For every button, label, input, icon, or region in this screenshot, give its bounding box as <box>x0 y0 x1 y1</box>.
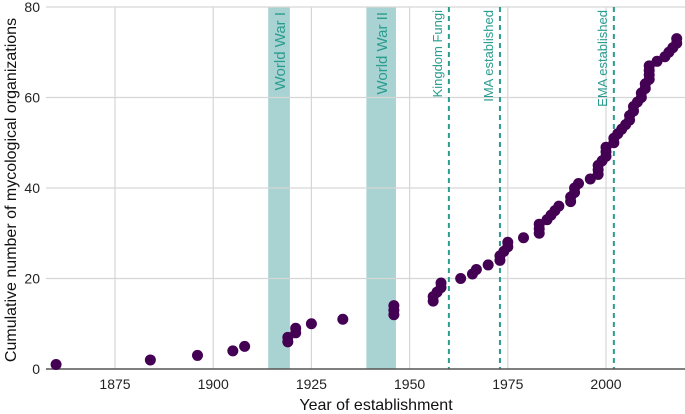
y-tick-label: 40 <box>24 180 40 196</box>
y-tick-label: 0 <box>32 361 40 377</box>
war-band-label: World War I <box>272 12 289 90</box>
data-points <box>50 33 683 370</box>
annotation-vline-label: Kingdom Fungi <box>430 10 445 98</box>
x-tick-label: 2000 <box>590 376 621 392</box>
data-point <box>337 313 349 325</box>
x-tick-label: 1900 <box>198 376 229 392</box>
y-tick-label: 20 <box>24 271 40 287</box>
annotation-labels: World War I World War II Kingdom Fungi IMA … <box>272 10 610 107</box>
x-tick-label: 1975 <box>492 376 523 392</box>
data-point <box>502 236 514 248</box>
y-axis-title: Cumulative number of mycological organiz… <box>3 18 20 362</box>
data-point <box>388 300 400 312</box>
x-tick-label: 1950 <box>394 376 425 392</box>
data-point <box>191 349 203 361</box>
annotation-lines <box>447 7 615 369</box>
x-tick-label: 1875 <box>99 376 130 392</box>
y-tick-label: 80 <box>24 0 40 15</box>
data-point <box>305 318 317 330</box>
data-point <box>455 273 467 284</box>
data-point <box>671 33 683 45</box>
data-point <box>470 263 482 275</box>
data-point <box>435 277 447 289</box>
data-point <box>50 358 62 370</box>
axes: 0 20 40 60 80 1875 1900 1925 1950 1975 2000 <box>24 0 685 392</box>
data-point <box>227 345 239 357</box>
data-point <box>144 354 156 366</box>
data-point <box>553 200 565 212</box>
war-band-label: World War II <box>374 12 391 95</box>
data-point <box>518 232 530 244</box>
x-axis-title: Year of establishment <box>299 397 453 414</box>
data-point <box>290 322 302 334</box>
gridlines <box>46 6 685 369</box>
y-tick-label: 60 <box>24 90 40 106</box>
data-point <box>482 259 494 271</box>
annotation-vline-label: EMA established <box>595 10 610 107</box>
data-point <box>573 177 585 189</box>
x-tick-label: 1925 <box>296 376 327 392</box>
data-point <box>239 340 251 352</box>
annotation-vline-label: IMA established <box>481 10 496 102</box>
